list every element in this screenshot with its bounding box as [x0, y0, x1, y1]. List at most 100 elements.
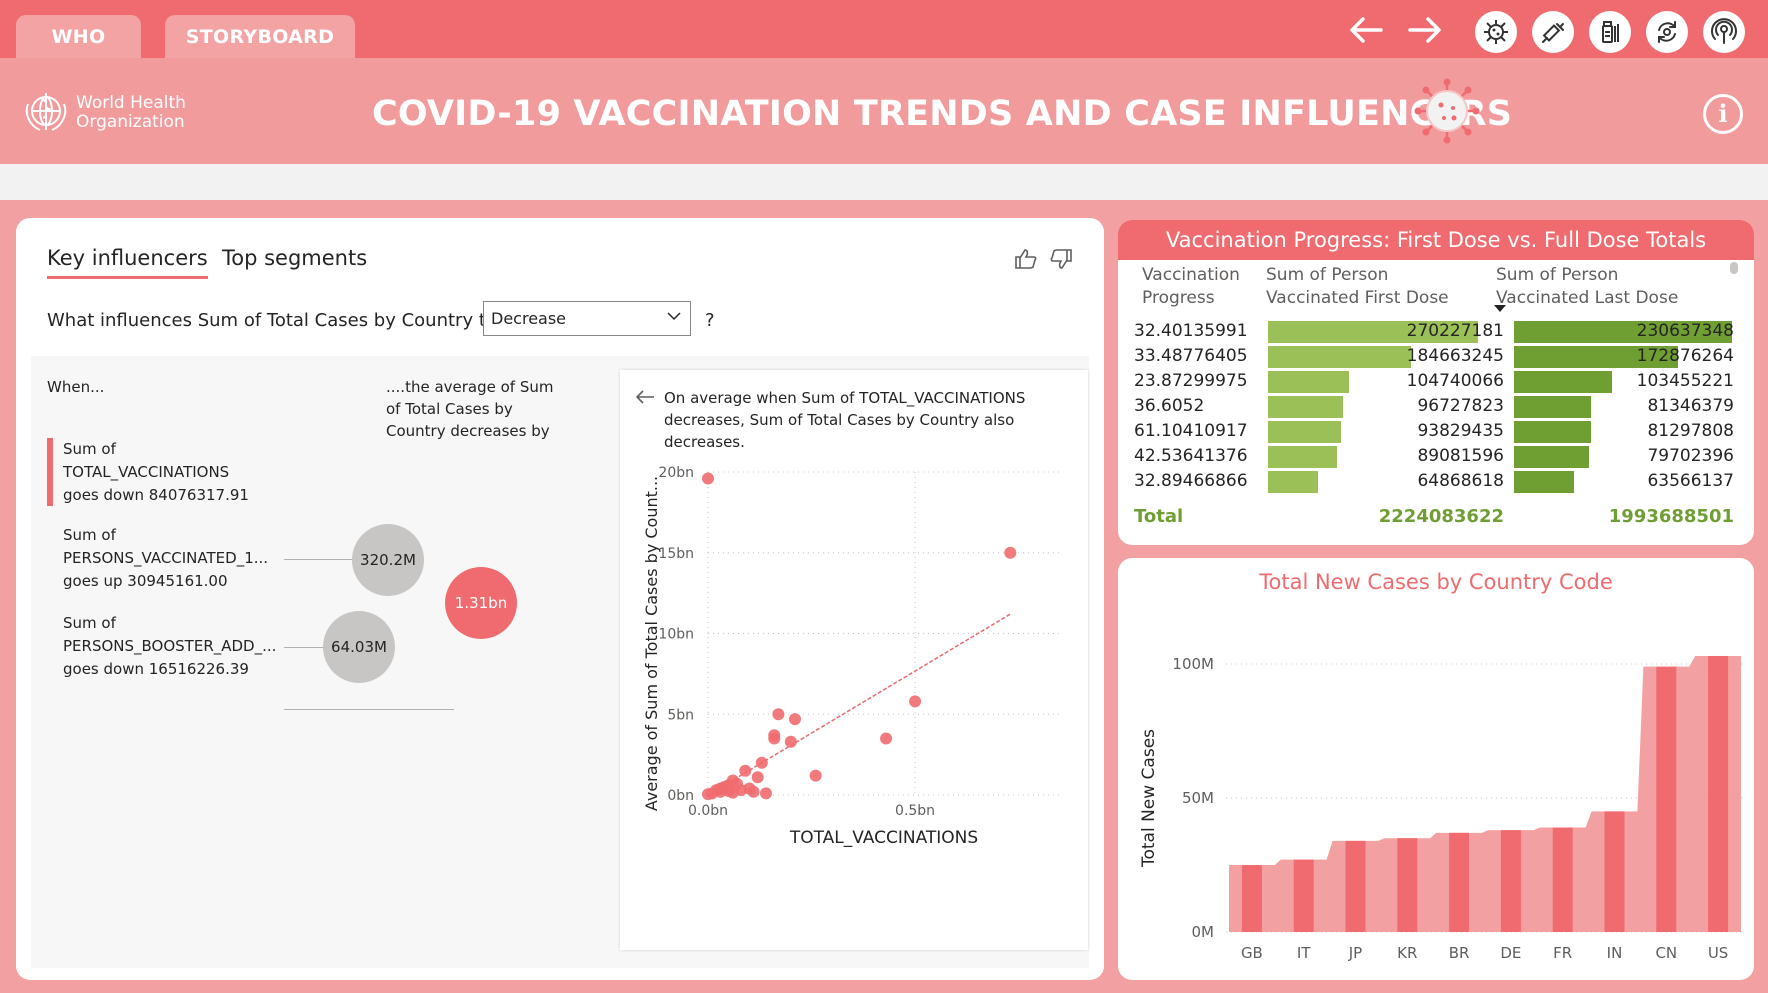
- x-tick-label: DE: [1500, 944, 1521, 962]
- last-dose-cell: 172876264: [1636, 346, 1734, 366]
- thumbs-down-icon[interactable]: [1049, 248, 1073, 276]
- scrollbar[interactable]: [1730, 262, 1738, 274]
- y-tick-label: 0M: [1192, 923, 1215, 941]
- scatter-description: On average when Sum of TOTAL_VACCINATION…: [664, 389, 1026, 451]
- bar: [1345, 840, 1366, 932]
- first-dose-cell: 104740066: [1406, 371, 1504, 391]
- refresh-icon[interactable]: [1646, 11, 1688, 53]
- progress-cell: 42.53641376: [1134, 446, 1248, 466]
- bar: [1397, 838, 1418, 932]
- influencer-connector: [284, 559, 359, 560]
- table-row[interactable]: 32.40135991 270227181 230637348: [1134, 320, 1734, 345]
- progress-cell: 32.40135991: [1134, 321, 1248, 341]
- first-dose-bar: [1268, 421, 1341, 443]
- total-first-dose: 2224083622: [1378, 506, 1504, 527]
- x-tick-label: 0.5bn: [895, 803, 935, 819]
- x-tick-label: CN: [1655, 944, 1677, 962]
- x-tick-label: IT: [1297, 944, 1311, 962]
- table-row[interactable]: 33.48776405 184663245 172876264: [1134, 345, 1734, 370]
- who-logo: World Health Organization: [22, 90, 186, 136]
- podcast-icon[interactable]: [1703, 11, 1745, 53]
- chart-title: Total New Cases by Country Code: [1259, 570, 1613, 594]
- influencer-value-bubble: 1.31bn: [445, 567, 517, 639]
- tab-storyboard[interactable]: STORYBOARD: [165, 15, 355, 58]
- scatter-point: [751, 771, 764, 784]
- tab-key-influencers[interactable]: Key influencers: [47, 246, 208, 279]
- first-dose-cell: 96727823: [1417, 396, 1504, 416]
- forward-arrow-icon[interactable]: [1402, 12, 1446, 52]
- bar: [1708, 655, 1729, 932]
- y-tick-label: 5bn: [667, 707, 694, 723]
- last-dose-bar: [1514, 371, 1612, 393]
- influencer-item[interactable]: Sum of PERSONS_VACCINATED_1... goes up 3…: [47, 524, 517, 596]
- influencer-line3: goes up 30945161.00: [63, 572, 228, 590]
- info-icon[interactable]: i: [1703, 94, 1743, 134]
- bar: [1449, 832, 1470, 932]
- x-tick-label: BR: [1449, 944, 1470, 962]
- table-row[interactable]: 36.6052 96727823 81346379: [1134, 395, 1734, 420]
- first-dose-bar: [1268, 471, 1319, 493]
- first-dose-cell: 93829435: [1417, 421, 1504, 441]
- last-dose-cell: 81346379: [1647, 396, 1734, 416]
- last-dose-bar: [1514, 421, 1591, 443]
- scatter-point: [788, 713, 801, 726]
- tab-who[interactable]: WHO: [16, 15, 141, 58]
- back-arrow-icon[interactable]: [634, 388, 656, 411]
- influencer-line1: Sum of: [63, 440, 116, 458]
- y-tick-label: 100M: [1172, 655, 1214, 673]
- coronavirus-icon: [1414, 78, 1480, 148]
- x-tick-label: KR: [1397, 944, 1417, 962]
- influencer-item[interactable]: Sum of PERSONS_BOOSTER_ADD_... goes down…: [47, 612, 517, 684]
- scatter-detail-card: On average when Sum of TOTAL_VACCINATION…: [620, 370, 1088, 950]
- y-tick-label: 0bn: [667, 788, 694, 804]
- influencer-line1: Sum of: [63, 526, 116, 544]
- first-dose-cell: 270227181: [1406, 321, 1504, 341]
- x-tick-label: GB: [1241, 944, 1263, 962]
- y-tick-label: 15bn: [658, 546, 694, 562]
- bar: [1656, 666, 1677, 932]
- first-dose-bar: [1268, 321, 1478, 343]
- influencer-question: What influences Sum of Total Cases by Co…: [47, 310, 497, 331]
- scatter-point: [1004, 546, 1017, 559]
- key-influencers-panel: Key influencers Top segments What influe…: [16, 218, 1104, 980]
- first-dose-bar: [1268, 396, 1344, 418]
- progress-cell: 61.10410917: [1134, 421, 1248, 441]
- column-header-first-dose[interactable]: Sum of Person Vaccinated First Dose: [1266, 265, 1449, 308]
- y-tick-label: 50M: [1182, 789, 1214, 807]
- virus-icon[interactable]: [1475, 11, 1517, 53]
- y-tick-label: 10bn: [658, 627, 694, 643]
- syringe-icon[interactable]: [1532, 11, 1574, 53]
- page-title: COVID-19 VACCINATION TRENDS AND CASE INF…: [372, 94, 1513, 134]
- vaccine-vial-icon[interactable]: [1589, 11, 1631, 53]
- y-tick-label: 20bn: [658, 465, 694, 481]
- influencer-connector: [284, 709, 454, 710]
- x-tick-label: JP: [1348, 944, 1362, 962]
- divider-strip: [0, 164, 1768, 200]
- direction-dropdown[interactable]: Decrease: [483, 301, 691, 336]
- first-dose-bar: [1268, 346, 1412, 368]
- last-dose-cell: 230637348: [1636, 321, 1734, 341]
- table-row[interactable]: 23.87299975 104740066 103455221: [1134, 370, 1734, 395]
- trend-line: [707, 613, 1011, 796]
- first-dose-bar: [1268, 446, 1338, 468]
- scatter-point: [755, 756, 768, 769]
- thumbs-up-icon[interactable]: [1014, 248, 1038, 276]
- influencer-value-bubble: 64.03M: [323, 611, 395, 683]
- last-dose-cell: 79702396: [1647, 446, 1734, 466]
- total-label: Total: [1134, 506, 1184, 527]
- table-row[interactable]: 61.10410917 93829435 81297808: [1134, 420, 1734, 445]
- y-axis-label: Average of Sum of Total Cases by Count..…: [642, 476, 661, 811]
- back-arrow-icon[interactable]: [1345, 12, 1389, 52]
- scatter-point: [768, 732, 781, 745]
- vaccination-progress-panel: Vaccination Progress: First Dose vs. Ful…: [1118, 220, 1754, 545]
- scatter-point: [880, 732, 893, 745]
- scatter-point: [702, 472, 714, 485]
- influencer-item[interactable]: Sum of TOTAL_VACCINATIONS goes down 8407…: [47, 438, 517, 510]
- column-header-last-dose[interactable]: Sum of Person Vaccinated Last Dose: [1496, 265, 1679, 308]
- scatter-point: [784, 735, 797, 748]
- column-header-progress[interactable]: Vaccination Progress: [1142, 265, 1240, 308]
- table-row[interactable]: 42.53641376 89081596 79702396: [1134, 445, 1734, 470]
- table-row[interactable]: 32.89466866 64868618 63566137: [1134, 470, 1734, 495]
- tab-top-segments[interactable]: Top segments: [222, 246, 368, 270]
- last-dose-bar: [1514, 446, 1590, 468]
